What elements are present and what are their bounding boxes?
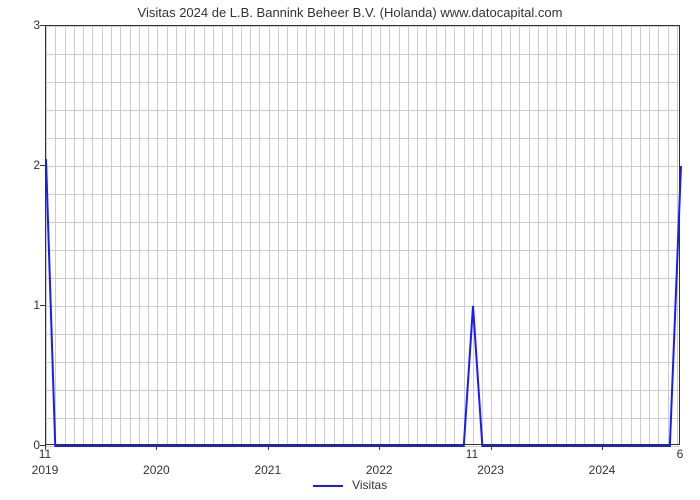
x-tick-label: 2022 bbox=[366, 463, 393, 477]
line-series bbox=[46, 26, 679, 444]
legend-swatch bbox=[313, 485, 343, 487]
x-tick-label: 2024 bbox=[589, 463, 616, 477]
y-tick-mark bbox=[40, 165, 45, 166]
chart-title: Visitas 2024 de L.B. Bannink Beheer B.V.… bbox=[0, 5, 700, 20]
legend-label: Visitas bbox=[352, 478, 387, 492]
y-tick-mark bbox=[40, 305, 45, 306]
y-tick-label: 0 bbox=[10, 438, 40, 452]
x-tick-label: 2020 bbox=[143, 463, 170, 477]
x-tick-mark bbox=[379, 445, 380, 450]
x-tick-label: 2019 bbox=[32, 463, 59, 477]
x-tick-mark bbox=[602, 445, 603, 450]
legend: Visitas bbox=[0, 478, 700, 492]
x-tick-mark bbox=[491, 445, 492, 450]
y-tick-label: 1 bbox=[10, 298, 40, 312]
data-point-label: 6 bbox=[677, 447, 684, 461]
x-tick-label: 2023 bbox=[477, 463, 504, 477]
x-tick-label: 2021 bbox=[254, 463, 281, 477]
x-tick-mark bbox=[268, 445, 269, 450]
y-tick-label: 2 bbox=[10, 158, 40, 172]
data-point-label: 11 bbox=[466, 447, 478, 461]
y-tick-label: 3 bbox=[10, 18, 40, 32]
y-tick-mark bbox=[40, 25, 45, 26]
plot-area bbox=[45, 25, 680, 445]
x-tick-mark bbox=[156, 445, 157, 450]
data-point-label: 11 bbox=[39, 447, 51, 461]
visits-line-chart: Visitas 2024 de L.B. Bannink Beheer B.V.… bbox=[0, 0, 700, 500]
